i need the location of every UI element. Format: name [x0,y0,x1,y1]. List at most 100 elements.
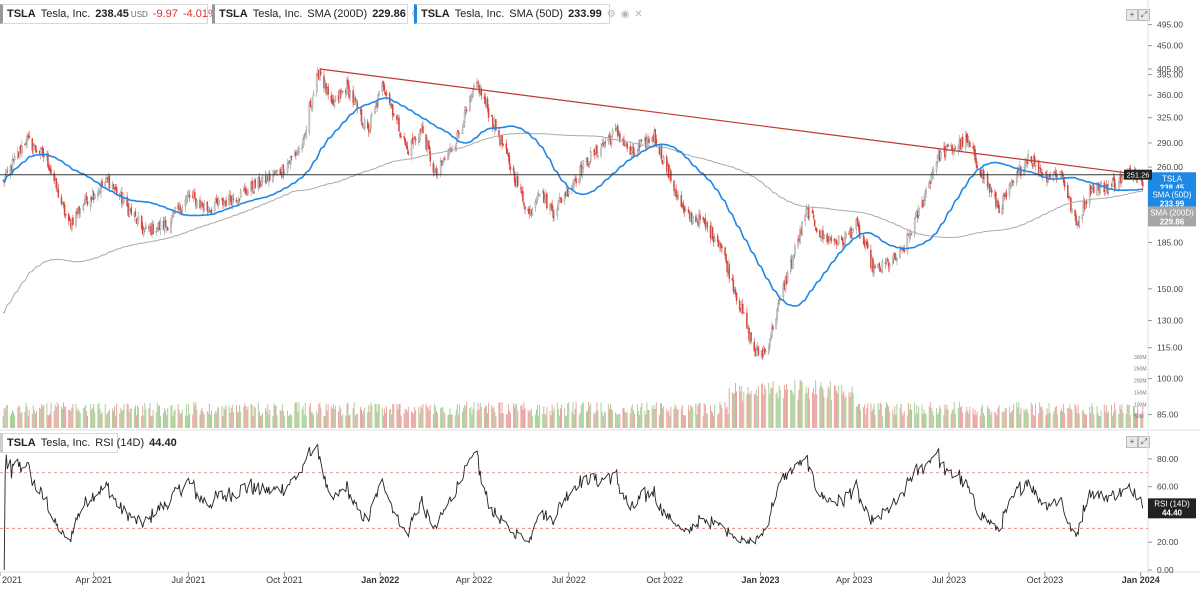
volume-bar [522,409,524,428]
volume-bar [608,408,610,428]
volume-bar [727,413,729,428]
volume-bar [713,415,715,428]
volume-bar [791,390,793,428]
candle [382,81,385,88]
candle [1071,208,1073,213]
candle [465,109,468,111]
volume-bar [1089,406,1091,428]
volume-bar [552,411,554,428]
y-tick-label: 325.00 [1157,113,1183,123]
volume-bar [603,412,605,428]
volume-bar [171,404,173,428]
volume-bar [718,413,720,428]
volume-bar [565,416,567,428]
candle [79,209,81,214]
volume-bar [254,407,256,428]
candle [341,90,344,93]
candle [370,117,372,129]
volume-bar [274,405,276,428]
volume-bar [166,415,168,428]
eye-icon[interactable]: ◉ [620,8,630,20]
volume-bar [316,410,318,428]
candle [64,213,67,216]
volume-bar [822,388,824,428]
volume-bar [196,409,198,428]
close-icon[interactable]: ✕ [634,8,643,20]
legend-indicator: SMA (50D) [509,8,564,20]
candle [842,237,844,244]
candle [82,204,85,210]
candle [26,136,28,145]
volume-bar [703,403,705,428]
volume-bar [83,407,85,428]
volume-bar [884,407,886,428]
candle [491,117,494,127]
volume-bar [202,412,204,428]
volume-bar [612,410,614,428]
volume-bar [244,403,246,428]
candle [6,171,9,173]
volume-bar [302,406,304,428]
volume-bar [149,403,151,428]
expand-icon[interactable]: ⤢ [1138,436,1150,448]
add-panel-icon[interactable]: + [1126,436,1138,448]
candle [586,157,589,165]
volume-bar [1024,411,1026,428]
volume-bar [907,403,909,428]
candle [290,156,293,158]
candle [1088,184,1091,204]
volume-bar [276,415,278,428]
volume-bar [696,414,698,428]
volume-bar [725,408,727,428]
volume-bar [1132,405,1134,428]
candle [1024,161,1026,170]
candle [896,258,898,261]
volume-bar [807,387,809,428]
volume-bar [654,408,656,428]
volume-bar [1063,404,1065,428]
volume-bar [792,392,794,428]
candle [448,149,450,156]
volume-bar [428,410,430,428]
volume-bar [542,413,544,428]
y-tick-label: 85.00 [1157,410,1179,420]
candle [261,174,264,183]
volume-bar [203,413,205,428]
settings-icon[interactable]: ⚙ [606,8,616,20]
candle [352,90,354,103]
volume-bar [472,408,474,428]
y-tick-label: 405.00 [1157,64,1183,74]
legend-name: Tesla, Inc. [252,8,303,20]
volume-bar [1023,409,1025,428]
add-panel-icon[interactable]: + [1126,9,1138,21]
candle [804,214,807,222]
volume-bar [295,402,297,428]
volume-bar [1125,413,1127,428]
volume-bar [392,403,394,428]
candle [427,140,429,147]
candle [830,237,833,241]
volume-bar [705,412,707,428]
volume-bar [690,405,692,428]
rsi-legend[interactable]: TSLA Tesla, Inc. RSI (14D) 44.40 [0,433,177,453]
candle [844,236,846,244]
sma50-legend[interactable]: TSLA Tesla, Inc. SMA (50D) 233.99 ⚙ ◉ ✕ [414,4,643,24]
legend-name: Tesla, Inc. [40,8,91,20]
volume-bar [1018,402,1020,428]
volume-bar [62,408,64,428]
candle [90,196,93,200]
volume-bar [50,402,52,428]
volume-bar [801,382,803,428]
volume-bar [856,406,858,428]
candle [939,151,942,160]
candle [507,153,510,157]
expand-icon[interactable]: ⤢ [1138,9,1150,21]
candle [1142,181,1144,187]
volume-bar [575,402,577,428]
candle [232,198,235,200]
volume-bar [908,409,910,428]
volume-bar [454,415,456,428]
volume-bar [120,407,122,428]
candle [698,213,700,228]
